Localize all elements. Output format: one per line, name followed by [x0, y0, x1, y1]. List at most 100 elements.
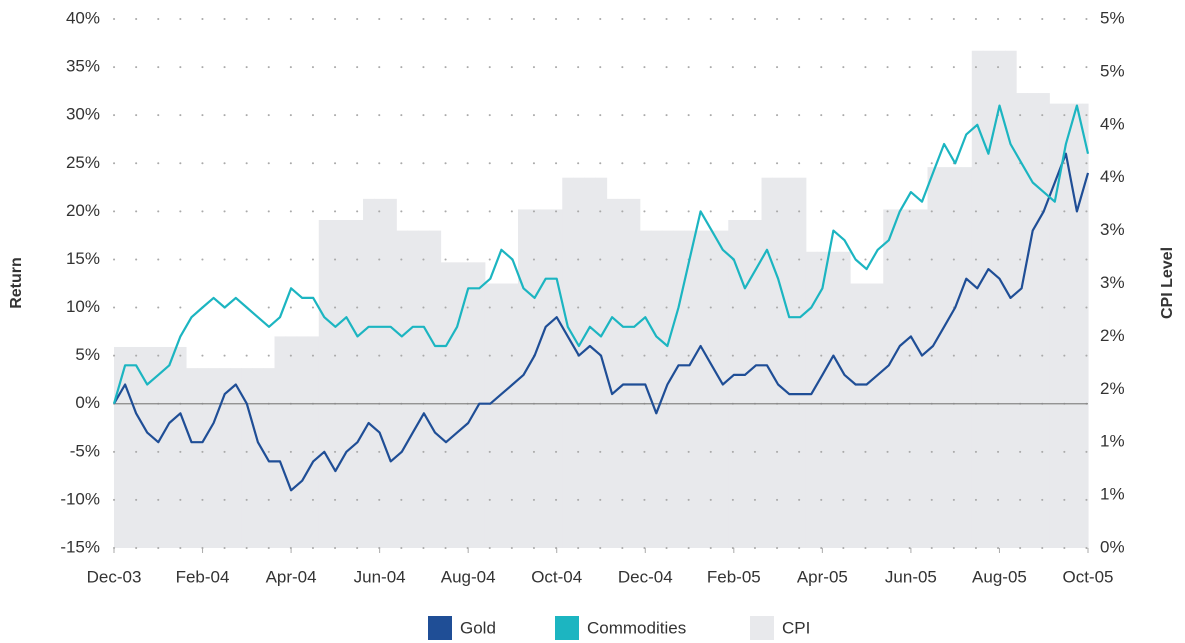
x-tick-label: Aug-05 [972, 567, 1027, 586]
cpi-step [750, 220, 763, 548]
y2-tick-label: 4% [1100, 167, 1125, 186]
cpi-step [407, 230, 419, 548]
y2-tick-label: 1% [1100, 485, 1125, 504]
x-tick-label: Oct-04 [531, 567, 582, 586]
y2-tick-label: 4% [1100, 114, 1125, 133]
y-tick-label: 30% [66, 105, 100, 124]
cpi-step [617, 198, 630, 549]
y-tick-label: -15% [60, 537, 100, 556]
cpi-step [628, 198, 641, 549]
cpi-step [562, 177, 574, 548]
cpi-step [794, 177, 807, 548]
cpi-step [396, 230, 408, 548]
cpi-step [363, 198, 375, 549]
y-tick-label: 5% [75, 345, 100, 364]
x-tick-label: Dec-04 [618, 567, 673, 586]
cpi-step [661, 230, 674, 548]
legend-label: CPI [782, 618, 810, 637]
x-tick-label: Jun-04 [354, 567, 406, 586]
cpi-step [130, 346, 143, 548]
cpi-step [329, 220, 342, 548]
cpi-step [595, 177, 608, 548]
cpi-step [385, 198, 397, 549]
cpi-step [838, 251, 851, 548]
y-tick-label: -5% [70, 441, 100, 460]
cpi-step [949, 167, 962, 548]
legend-label: Gold [460, 618, 496, 637]
legend-swatch [555, 616, 579, 640]
x-tick-label: Apr-04 [266, 567, 317, 586]
cpi-step [650, 230, 663, 548]
cpi-step [1071, 103, 1084, 548]
cpi-step [230, 368, 242, 548]
y-tick-label: 10% [66, 297, 100, 316]
cpi-step [1027, 93, 1039, 548]
cpi-step [174, 346, 187, 548]
x-tick-label: Dec-03 [87, 567, 142, 586]
cpi-step [584, 177, 597, 548]
cpi-step [982, 50, 995, 549]
cpi-step [1049, 103, 1061, 548]
cpi-step [695, 230, 707, 548]
y-tick-label: 20% [66, 201, 100, 220]
y-tick-label: 40% [66, 8, 100, 27]
cpi-step [219, 368, 231, 548]
y-axis-title: Return [8, 257, 25, 309]
x-tick-label: Jun-05 [885, 567, 937, 586]
cpi-step [850, 283, 862, 548]
y2-axis-title: CPI Level [1159, 247, 1176, 319]
legend-label: Commodities [587, 618, 686, 637]
cpi-step [938, 167, 951, 548]
cpi-step [1016, 93, 1028, 548]
cpi-step [119, 346, 132, 548]
y2-tick-label: 0% [1100, 537, 1125, 556]
y2-tick-label: 2% [1100, 379, 1125, 398]
cpi-step [307, 336, 320, 548]
cpi-step [1038, 93, 1050, 548]
y2-tick-label: 5% [1100, 61, 1125, 80]
y2-tick-label: 2% [1100, 326, 1125, 345]
cpi-step [739, 220, 752, 548]
legend-swatch [750, 616, 774, 640]
cpi-step [517, 209, 530, 548]
cpi-step [551, 209, 563, 548]
cpi-step [451, 262, 464, 548]
cpi-step [197, 368, 209, 548]
cpi-step [1082, 103, 1089, 548]
cpi-step [916, 209, 929, 548]
cpi-step [883, 209, 895, 548]
cpi-step [827, 251, 840, 548]
cpi-step [606, 198, 619, 549]
cpi-step [484, 283, 497, 548]
x-tick-label: Aug-04 [441, 567, 496, 586]
cpi-step [440, 262, 453, 548]
y2-tick-label: 3% [1100, 273, 1125, 292]
y2-tick-label: 3% [1100, 220, 1125, 239]
y-tick-label: 35% [66, 57, 100, 76]
cpi-step [296, 336, 309, 548]
cpi-step [263, 368, 276, 548]
cpi-step [208, 368, 220, 548]
cpi-step [761, 177, 774, 548]
x-tick-label: Feb-04 [176, 567, 230, 586]
cpi-step [274, 336, 287, 548]
cpi-step [672, 230, 685, 548]
cpi-step [706, 230, 718, 548]
cpi-step [861, 283, 873, 548]
cpi-step [114, 346, 121, 548]
cpi-step [429, 230, 442, 548]
cpi-step [252, 368, 265, 548]
cpi-step [894, 209, 906, 548]
cpi-step [152, 346, 165, 548]
legend-swatch [428, 616, 452, 640]
cpi-step [805, 251, 818, 548]
y2-tick-label: 1% [1100, 432, 1125, 451]
cpi-step [374, 198, 386, 549]
cpi-step [462, 262, 475, 548]
cpi-step [684, 230, 696, 548]
cpi-step [418, 230, 431, 548]
cpi-step [495, 283, 508, 548]
cpi-step [506, 283, 519, 548]
y-tick-label: -10% [60, 489, 100, 508]
series-line [112, 104, 1090, 405]
